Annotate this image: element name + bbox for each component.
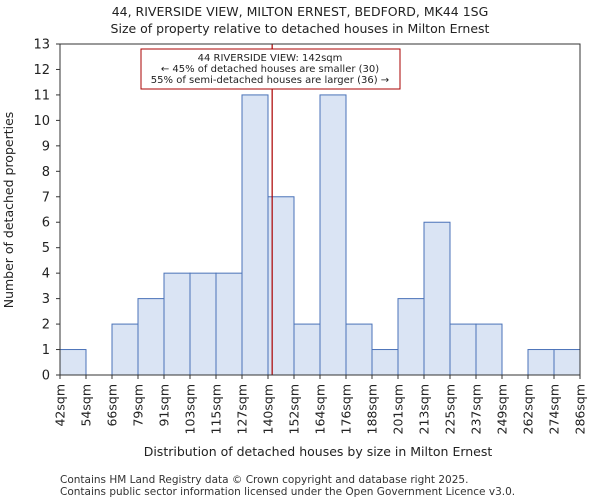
bar	[553, 349, 581, 376]
y-tick-label: 11	[33, 88, 50, 103]
y-tick-label: 0	[42, 369, 50, 384]
footer-line-1: Contains HM Land Registry data © Crown c…	[60, 474, 468, 486]
annotation-line-3: 55% of semi-detached houses are larger (…	[151, 75, 389, 86]
y-axis-label: Number of detached properties	[1, 112, 16, 309]
x-tick-label: 188sqm	[365, 384, 380, 434]
y-tick-label: 13	[33, 38, 50, 53]
bar	[293, 323, 321, 376]
x-tick-label: 79sqm	[131, 384, 146, 427]
x-ticks: 42sqm 54sqm 66sqm 79sqm 91sqm 103sqm 115sqm 127…	[53, 375, 588, 434]
y-tick-label: 9	[42, 139, 50, 154]
x-axis-label: Distribution of detached houses by size …	[144, 444, 493, 459]
y-tick-label: 2	[42, 318, 50, 333]
bars	[59, 94, 581, 376]
y-tick-label: 8	[42, 165, 50, 180]
bar	[241, 94, 269, 376]
x-tick-label: 201sqm	[391, 384, 406, 434]
bar	[345, 323, 373, 376]
y-tick-label: 5	[42, 241, 50, 256]
y-tick-label: 3	[42, 292, 50, 307]
annotation-box	[140, 48, 401, 90]
bar	[397, 298, 425, 376]
y-tick-label: 12	[33, 63, 50, 78]
bar	[423, 221, 451, 376]
x-tick-label: 249sqm	[495, 384, 510, 434]
x-tick-label: 237sqm	[469, 384, 484, 434]
x-tick-label: 42sqm	[53, 384, 68, 427]
x-tick-label: 127sqm	[235, 384, 250, 434]
x-tick-label: 274sqm	[547, 384, 562, 434]
x-tick-label: 54sqm	[79, 384, 94, 427]
y-tick-label: 7	[42, 190, 50, 205]
bar	[189, 272, 217, 376]
x-tick-label: 262sqm	[521, 384, 536, 434]
y-tick-label: 4	[42, 267, 50, 282]
annotation-line-1: 44 RIVERSIDE VIEW: 142sqm	[198, 53, 343, 64]
chart-subtitle: Size of property relative to detached ho…	[111, 21, 490, 36]
x-tick-label: 176sqm	[339, 384, 354, 434]
footer-line-2: Contains public sector information licen…	[60, 486, 515, 498]
y-tick-label: 10	[33, 114, 50, 129]
x-tick-label: 103sqm	[183, 384, 198, 434]
x-tick-label: 286sqm	[573, 384, 588, 434]
bar	[111, 323, 139, 376]
bar	[449, 323, 477, 376]
x-tick-label: 140sqm	[261, 384, 276, 434]
bar	[371, 349, 399, 376]
x-tick-label: 164sqm	[313, 384, 328, 434]
x-tick-label: 115sqm	[209, 384, 224, 434]
x-tick-label: 225sqm	[443, 384, 458, 434]
bar	[59, 349, 87, 376]
bar	[163, 272, 191, 376]
bar	[319, 94, 347, 376]
bar	[137, 298, 165, 376]
bar	[475, 323, 503, 376]
annotation: 44 RIVERSIDE VIEW: 142sqm ← 45% of detac…	[140, 48, 401, 90]
y-tick-label: 1	[42, 343, 50, 358]
x-tick-label: 152sqm	[287, 384, 302, 434]
x-tick-label: 213sqm	[417, 384, 432, 434]
x-tick-label: 91sqm	[157, 384, 172, 427]
chart-title: 44, RIVERSIDE VIEW, MILTON ERNEST, BEDFO…	[112, 4, 489, 19]
y-tick-label: 6	[42, 216, 50, 231]
x-tick-label: 66sqm	[105, 384, 120, 427]
bar	[215, 272, 243, 376]
annotation-line-2: ← 45% of detached houses are smaller (30…	[161, 64, 379, 75]
bar	[527, 349, 555, 376]
